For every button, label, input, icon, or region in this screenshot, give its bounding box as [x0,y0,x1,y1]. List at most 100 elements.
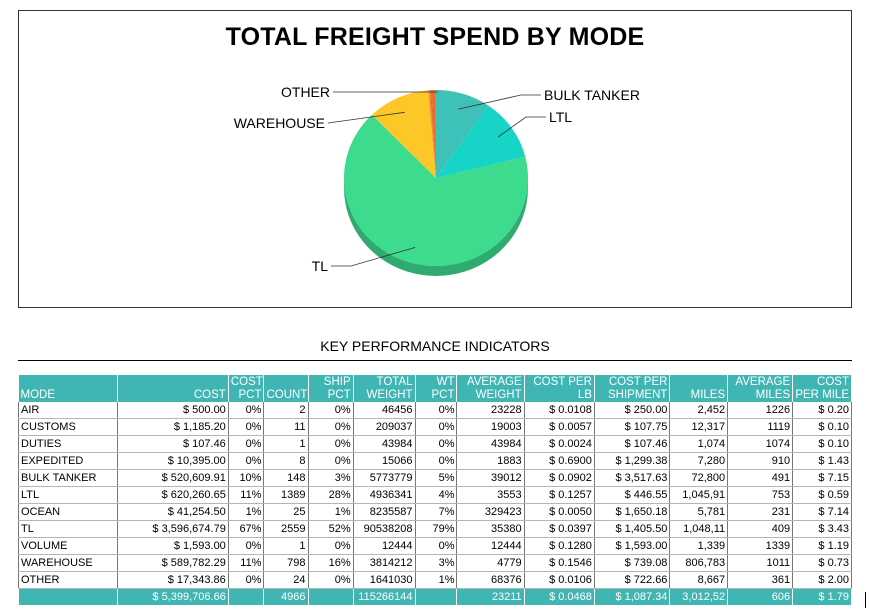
kpi-mode-cell: OCEAN [18,503,118,521]
kpi-row: CUSTOMS $ 1,185.20 0% 11 0% 209037 0% 19003 $ 0.… [18,418,852,436]
kpi-cell: $ 0.0902 [524,469,595,487]
kpi-cell: 90538208 [353,520,416,538]
kpi-table: MODE COST COST PCT COUNT SHIP PCT TOTAL WEIGHT… [18,375,852,605]
kpi-cell: $ 107.46 [117,435,229,453]
kpi-cell: $ 0.59 [792,486,852,504]
kpi-col-header: COST [117,375,229,402]
kpi-col-header-line2: COUNT [266,389,308,401]
kpi-row: EXPEDITED $ 10,395.00 0% 8 0% 15066 0% 1883 $ 0.… [18,452,852,470]
kpi-col-header-line1: AVERAGE [466,376,522,388]
kpi-cell: 753 [727,486,794,504]
kpi-total-cell: $ 0.0468 [524,588,595,605]
kpi-row: WAREHOUSE $ 589,782.29 11% 798 16% 3814212 3% 4… [18,554,852,572]
kpi-cell: 491 [727,469,794,487]
kpi-col-header-line1: COST [230,376,263,388]
pie-leader-line [458,94,541,110]
kpi-cell: 43984 [353,435,416,453]
kpi-cell: 7% [415,503,458,521]
kpi-cell: 3553 [456,486,525,504]
kpi-cell: 209037 [353,418,416,436]
kpi-total-cell: 606 [727,588,794,605]
kpi-cell: 4% [415,486,458,504]
kpi-mode-cell: TL [18,520,118,538]
kpi-col-header: AVERAGE WEIGHT [456,375,525,402]
kpi-mode-cell: DUTIES [18,435,118,453]
pie-label: LTL [549,109,572,125]
kpi-cell: 1 [263,537,309,555]
kpi-cell: $ 1,405.50 [594,520,671,538]
kpi-body: AIR $ 500.00 0% 2 0% 46456 0% 23228 $ 0.0108 $ 25… [18,402,852,605]
kpi-cell: 0% [308,452,354,470]
kpi-cell: 0% [415,418,458,436]
kpi-cell: 23228 [456,402,525,419]
kpi-mode-cell: LTL [18,486,118,504]
kpi-mode-cell: AIR [18,402,118,419]
text-cursor [865,592,866,608]
kpi-cell: $ 0.1280 [524,537,595,555]
kpi-col-header: COST PER MILE [792,375,852,402]
kpi-total-cell: $ 1,087.34 [594,588,671,605]
kpi-cell: 231 [727,503,794,521]
kpi-cell: $ 0.20 [792,402,852,419]
pie-slice-other [428,90,436,178]
kpi-cell: $ 1,593.00 [117,537,229,555]
kpi-cell: 72,800 [669,469,729,487]
kpi-row: AIR $ 500.00 0% 2 0% 46456 0% 23228 $ 0.0108 $ 25… [18,402,852,419]
kpi-cell: 806,783 [669,554,729,572]
kpi-col-header-line2: WEIGHT [475,389,522,401]
kpi-cell: $ 107.46 [594,435,671,453]
kpi-col-header-line2: PCT [238,389,262,401]
kpi-col-header-line2: SHIPMENT [608,389,668,401]
kpi-cell: 0% [415,435,458,453]
kpi-cell: $ 250.00 [594,402,671,419]
kpi-cell: $ 0.0108 [524,402,595,419]
kpi-cell: 5773779 [353,469,416,487]
kpi-cell: $ 1.43 [792,452,852,470]
kpi-cell: 361 [727,571,794,589]
kpi-cell: $ 0.6900 [524,452,595,470]
kpi-cell: $ 739.08 [594,554,671,572]
kpi-col-header: MILES [669,375,729,402]
kpi-cell: 11% [228,554,265,572]
kpi-cell: 12444 [353,537,416,555]
kpi-cell: 1389 [263,486,309,504]
kpi-cell: $ 0.10 [792,435,852,453]
pie-slice-ocean [431,90,436,178]
kpi-row: BULK TANKER $ 520,609.91 10% 148 3% 5773779 5%… [18,469,852,487]
kpi-cell: $ 10,395.00 [117,452,229,470]
kpi-col-header: WT PCT [415,375,458,402]
kpi-cell: 0% [308,571,354,589]
kpi-cell: $ 2.00 [792,571,852,589]
kpi-cell: 1641030 [353,571,416,589]
kpi-cell: $ 520,609.91 [117,469,229,487]
kpi-cell: $ 0.10 [792,418,852,436]
kpi-cell: 5,781 [669,503,729,521]
kpi-cell: 2 [263,402,309,419]
kpi-col-header-line2: MILES [690,389,726,401]
kpi-cell: 1% [228,503,265,521]
kpi-row: OCEAN $ 41,254.50 1% 25 1% 8235587 7% 329423 $ 0… [18,503,852,521]
kpi-cell: 52% [308,520,354,538]
kpi-cell: 1,045,91 [669,486,729,504]
kpi-col-header-line1: COST [817,376,849,388]
kpi-row: DUTIES $ 107.46 0% 1 0% 43984 0% 43984 $ 0.0024 $… [18,435,852,453]
kpi-cell: $ 0.0057 [524,418,595,436]
kpi-cell: 12,317 [669,418,729,436]
kpi-col-header-line1 [21,376,115,389]
kpi-cell: 25 [263,503,309,521]
kpi-cell: 2559 [263,520,309,538]
kpi-cell: 8,667 [669,571,729,589]
kpi-cell: 10% [228,469,265,487]
pie-slice-tl [343,114,528,267]
kpi-cell: 0% [415,452,458,470]
kpi-cell: 1011 [727,554,794,572]
kpi-total-cell: 4966 [263,588,309,605]
kpi-cell: $ 1,185.20 [117,418,229,436]
kpi-cell: $ 620,260.65 [117,486,229,504]
kpi-total-row: $ 5,399,706.66 4966 115266144 23211 $ 0.0468… [18,588,852,605]
kpi-total-cell: 3,012,52 [669,588,729,605]
kpi-cell: 1,339 [669,537,729,555]
kpi-cell: 68376 [456,571,525,589]
kpi-col-header: SHIP PCT [308,375,354,402]
kpi-col-header-line1: AVERAGE [735,376,791,388]
